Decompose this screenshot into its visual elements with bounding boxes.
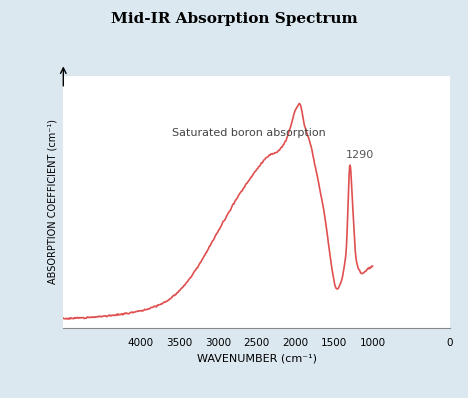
- Y-axis label: ABSORPTION COEFFICIENT (cm⁻¹): ABSORPTION COEFFICIENT (cm⁻¹): [48, 119, 58, 285]
- Text: Mid-IR Absorption Spectrum: Mid-IR Absorption Spectrum: [110, 12, 358, 26]
- X-axis label: WAVENUMBER (cm⁻¹): WAVENUMBER (cm⁻¹): [197, 353, 316, 363]
- Text: Saturated boron absorption: Saturated boron absorption: [171, 128, 325, 138]
- Text: 1290: 1290: [345, 150, 373, 160]
